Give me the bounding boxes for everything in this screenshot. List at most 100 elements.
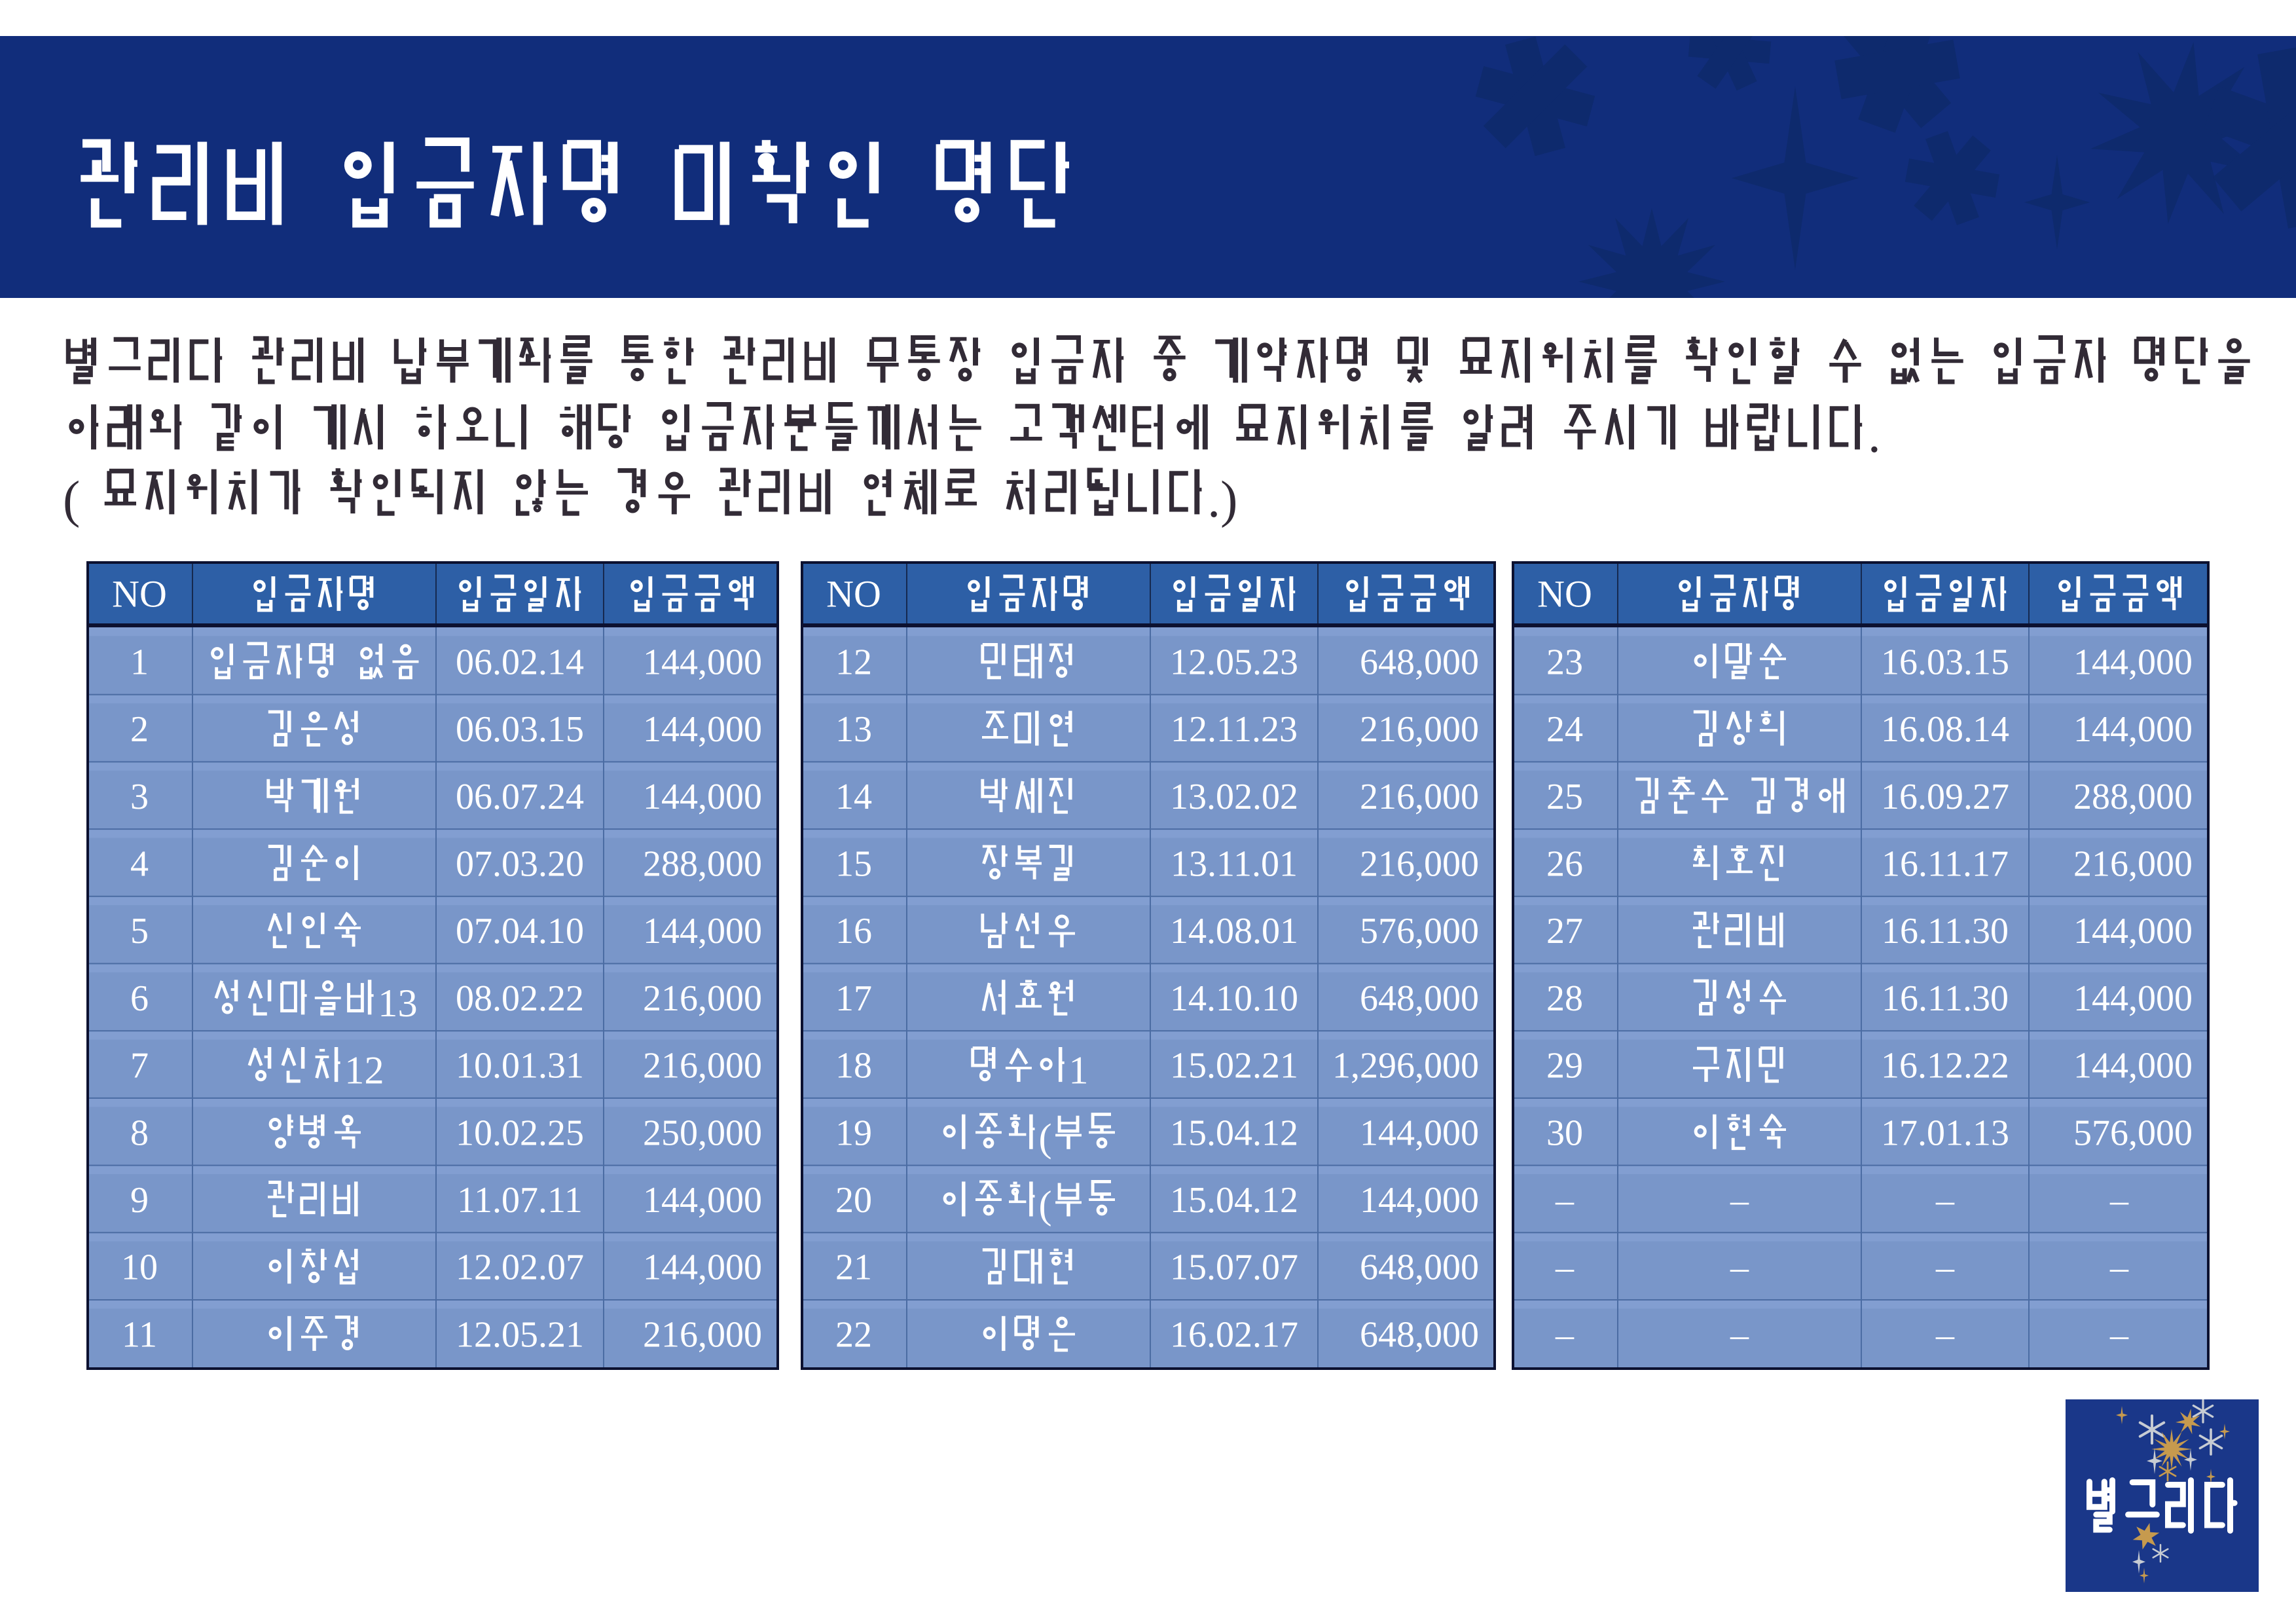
svg-text:144,000: 144,000 <box>643 709 762 750</box>
svg-text:216,000: 216,000 <box>1360 843 1479 884</box>
svg-text:16.11.30: 16.11.30 <box>1882 978 2009 1019</box>
svg-text:08.02.22: 08.02.22 <box>456 978 584 1019</box>
svg-text:144,000: 144,000 <box>2073 1046 2193 1086</box>
svg-text:06.03.15: 06.03.15 <box>456 709 584 750</box>
svg-text:1,296,000: 1,296,000 <box>1332 1046 1479 1086</box>
svg-text:144,000: 144,000 <box>1360 1180 1479 1221</box>
svg-text:144,000: 144,000 <box>1360 1113 1479 1153</box>
svg-text:144,000: 144,000 <box>643 1180 762 1221</box>
svg-text:–: – <box>1935 1180 1955 1221</box>
svg-text:–: – <box>1730 1180 1749 1221</box>
svg-text:144,000: 144,000 <box>643 642 762 682</box>
svg-text:144,000: 144,000 <box>643 1247 762 1288</box>
svg-text:648,000: 648,000 <box>1360 1247 1479 1288</box>
svg-text:6: 6 <box>130 978 149 1019</box>
svg-text:NO: NO <box>1537 573 1592 616</box>
svg-text:216,000: 216,000 <box>643 1046 762 1086</box>
svg-text:12.05.23: 12.05.23 <box>1170 642 1298 682</box>
svg-text:5: 5 <box>130 911 149 951</box>
svg-text:–: – <box>2109 1180 2129 1221</box>
svg-text:13: 13 <box>835 709 872 750</box>
svg-text:17: 17 <box>835 978 872 1019</box>
svg-text:14.10.10: 14.10.10 <box>1170 978 1298 1019</box>
svg-text:15.07.07: 15.07.07 <box>1170 1247 1298 1288</box>
svg-text:10: 10 <box>121 1247 158 1288</box>
svg-text:1: 1 <box>1068 1049 1088 1093</box>
svg-text:10.02.25: 10.02.25 <box>456 1113 584 1153</box>
svg-text:216,000: 216,000 <box>2073 843 2193 884</box>
svg-text:06.07.24: 06.07.24 <box>456 777 584 817</box>
svg-text:20: 20 <box>835 1180 872 1221</box>
svg-text:07.03.20: 07.03.20 <box>456 843 584 884</box>
svg-text:216,000: 216,000 <box>643 978 762 1019</box>
svg-text:19: 19 <box>835 1113 872 1153</box>
svg-text:–: – <box>1555 1314 1575 1355</box>
svg-text:.: . <box>1207 471 1220 528</box>
svg-text:11: 11 <box>122 1314 157 1355</box>
svg-text:15: 15 <box>835 843 872 884</box>
svg-text:(: ( <box>63 471 80 528</box>
svg-text:NO: NO <box>826 573 881 616</box>
svg-text:–: – <box>1935 1247 1955 1288</box>
svg-text:22: 22 <box>835 1314 872 1355</box>
svg-text:144,000: 144,000 <box>2073 911 2193 951</box>
svg-text:288,000: 288,000 <box>2073 777 2193 817</box>
svg-text:15.04.12: 15.04.12 <box>1170 1113 1298 1153</box>
svg-text:10.01.31: 10.01.31 <box>456 1046 584 1086</box>
svg-text:07.04.10: 07.04.10 <box>456 911 584 951</box>
svg-text:.: . <box>1868 407 1881 464</box>
svg-text:1: 1 <box>130 642 149 682</box>
svg-text:21: 21 <box>835 1247 872 1288</box>
svg-text:1: 1 <box>378 982 397 1025</box>
svg-text:–: – <box>2109 1314 2129 1355</box>
svg-text:2: 2 <box>130 709 149 750</box>
svg-text:144,000: 144,000 <box>2073 978 2193 1019</box>
svg-text:23: 23 <box>1546 642 1583 682</box>
svg-text:27: 27 <box>1546 911 1583 951</box>
svg-text:26: 26 <box>1546 843 1583 884</box>
svg-text:15.02.21: 15.02.21 <box>1170 1046 1298 1086</box>
svg-text:–: – <box>1730 1314 1749 1355</box>
svg-text:11.07.11: 11.07.11 <box>457 1180 583 1221</box>
svg-text:14: 14 <box>835 777 872 817</box>
svg-text:648,000: 648,000 <box>1360 978 1479 1019</box>
svg-text:16.11.30: 16.11.30 <box>1882 911 2009 951</box>
svg-text:288,000: 288,000 <box>643 843 762 884</box>
svg-text:16.03.15: 16.03.15 <box>1881 642 2009 682</box>
svg-text:16.12.22: 16.12.22 <box>1881 1046 2009 1086</box>
svg-text:–: – <box>2109 1247 2129 1288</box>
svg-text:144,000: 144,000 <box>2073 709 2193 750</box>
svg-text:216,000: 216,000 <box>1360 709 1479 750</box>
svg-text:1: 1 <box>344 1049 364 1093</box>
svg-text:17.01.13: 17.01.13 <box>1881 1113 2009 1153</box>
svg-text:8: 8 <box>130 1113 149 1153</box>
svg-text:3: 3 <box>398 982 418 1025</box>
svg-text:648,000: 648,000 <box>1360 1314 1479 1355</box>
svg-text:250,000: 250,000 <box>643 1113 762 1153</box>
svg-text:12: 12 <box>835 642 872 682</box>
svg-text:9: 9 <box>130 1180 149 1221</box>
svg-text:3: 3 <box>130 777 149 817</box>
svg-text:144,000: 144,000 <box>643 911 762 951</box>
svg-text:(: ( <box>1039 1183 1052 1227</box>
svg-text:144,000: 144,000 <box>2073 642 2193 682</box>
svg-text:–: – <box>1555 1247 1575 1288</box>
svg-text:13.02.02: 13.02.02 <box>1170 777 1298 817</box>
svg-text:12.02.07: 12.02.07 <box>456 1247 584 1288</box>
svg-text:16.09.27: 16.09.27 <box>1881 777 2009 817</box>
svg-text:NO: NO <box>112 573 167 616</box>
svg-text:216,000: 216,000 <box>1360 777 1479 817</box>
svg-text:16.08.14: 16.08.14 <box>1881 709 2009 750</box>
svg-text:576,000: 576,000 <box>2073 1113 2193 1153</box>
svg-text:216,000: 216,000 <box>643 1314 762 1355</box>
svg-text:16.11.17: 16.11.17 <box>1882 843 2009 884</box>
svg-text:06.02.14: 06.02.14 <box>456 642 584 682</box>
svg-text:12.11.23: 12.11.23 <box>1171 709 1298 750</box>
svg-text:576,000: 576,000 <box>1360 911 1479 951</box>
svg-text:16.02.17: 16.02.17 <box>1170 1314 1298 1355</box>
svg-text:15.04.12: 15.04.12 <box>1170 1180 1298 1221</box>
svg-text:28: 28 <box>1546 978 1583 1019</box>
svg-text:16: 16 <box>835 911 872 951</box>
svg-text:29: 29 <box>1546 1046 1583 1086</box>
svg-text:18: 18 <box>835 1046 872 1086</box>
